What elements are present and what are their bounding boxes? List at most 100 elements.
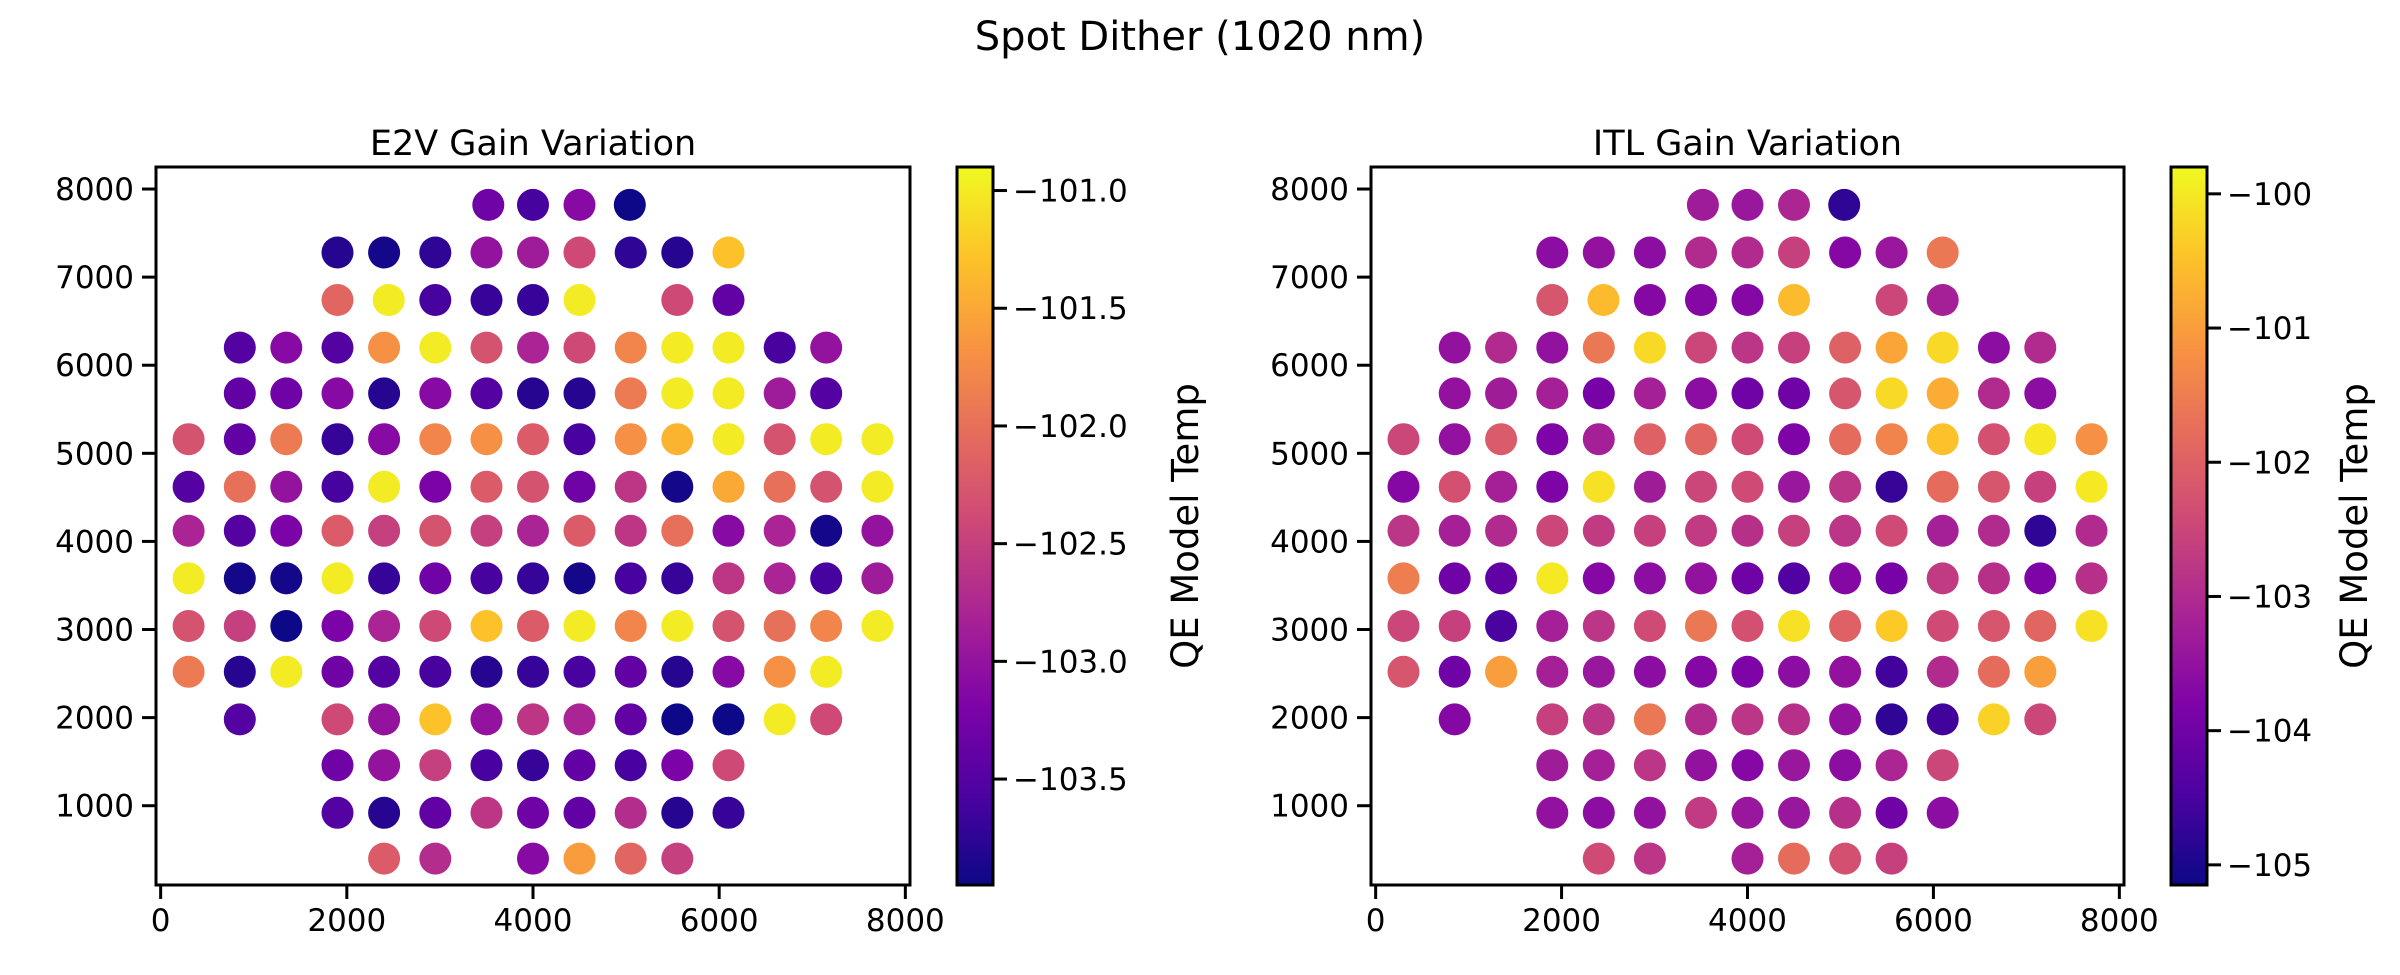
data-point xyxy=(321,655,354,688)
data-point xyxy=(614,655,647,688)
data-point xyxy=(470,562,503,595)
data-point xyxy=(1875,610,1908,642)
data-point xyxy=(517,796,549,829)
data-point xyxy=(419,703,452,736)
data-point xyxy=(1633,655,1666,688)
colorbar-tick-label: −101.0 xyxy=(1013,174,1128,210)
data-point xyxy=(1778,470,1810,503)
data-point xyxy=(1582,655,1615,688)
data-point xyxy=(1926,236,1959,269)
data-point xyxy=(763,655,796,688)
data-point xyxy=(270,610,303,642)
data-point xyxy=(810,423,843,456)
data-point xyxy=(1536,284,1569,316)
colorbar-tick-label: −101.5 xyxy=(1013,291,1128,327)
data-point xyxy=(712,562,745,595)
data-point xyxy=(614,514,647,547)
data-point xyxy=(1536,377,1569,410)
data-point xyxy=(563,562,596,595)
data-point xyxy=(1829,655,1862,688)
data-point xyxy=(223,610,256,642)
y-tick-label: 3000 xyxy=(1270,613,1349,649)
data-point xyxy=(1731,655,1764,688)
data-point xyxy=(614,703,647,736)
data-point xyxy=(1977,470,2010,503)
y-tick-label: 5000 xyxy=(55,436,134,472)
y-tick-label: 6000 xyxy=(55,348,134,384)
data-point xyxy=(614,423,647,456)
data-point xyxy=(223,655,256,688)
data-point xyxy=(563,377,596,410)
data-point xyxy=(321,377,354,410)
data-point xyxy=(1829,470,1862,503)
data-point xyxy=(1926,284,1959,316)
data-point xyxy=(321,610,354,642)
data-point xyxy=(1875,331,1908,364)
data-point xyxy=(1685,470,1717,503)
data-point xyxy=(1582,331,1615,364)
data-point xyxy=(270,377,303,410)
data-point xyxy=(810,655,843,688)
y-tick-label: 8000 xyxy=(1270,172,1349,208)
data-point xyxy=(712,236,745,269)
data-point xyxy=(517,236,549,269)
data-point xyxy=(470,377,503,410)
data-point xyxy=(712,749,745,782)
data-point xyxy=(1778,703,1810,736)
data-point xyxy=(1582,377,1615,410)
x-tick-label: 4000 xyxy=(494,903,573,939)
data-point xyxy=(1685,514,1717,547)
data-point xyxy=(861,470,894,503)
panel-2: ITL Gain Variation 0 2000 4000 6000 8000 1000 2… xyxy=(1270,124,2376,939)
y-tick-label: 4000 xyxy=(1270,524,1349,560)
colorbar xyxy=(957,167,993,885)
data-point xyxy=(470,610,503,642)
data-point xyxy=(661,796,694,829)
data-point xyxy=(1633,331,1666,364)
data-point xyxy=(517,842,549,875)
data-point xyxy=(1536,423,1569,456)
data-point xyxy=(1977,331,2010,364)
data-point xyxy=(1633,377,1666,410)
data-point xyxy=(1731,423,1764,456)
data-point xyxy=(1977,610,2010,642)
data-point xyxy=(1536,749,1569,782)
data-point xyxy=(1633,562,1666,595)
y-tick-label: 2000 xyxy=(1270,701,1349,737)
y-tick-label: 4000 xyxy=(55,524,134,560)
data-point xyxy=(1875,377,1908,410)
data-point xyxy=(1731,703,1764,736)
data-point xyxy=(1731,377,1764,410)
data-point xyxy=(614,749,647,782)
data-point xyxy=(1731,796,1764,829)
data-point xyxy=(517,188,549,221)
data-point xyxy=(472,188,505,221)
colorbar-tick-label: −103 xyxy=(2227,579,2312,615)
data-point xyxy=(763,331,796,364)
data-point xyxy=(1536,331,1569,364)
data-point xyxy=(1875,284,1908,316)
data-point xyxy=(1926,703,1959,736)
data-point xyxy=(1438,377,1471,410)
y-tick-label: 8000 xyxy=(55,172,134,208)
data-point xyxy=(712,514,745,547)
data-point xyxy=(1536,514,1569,547)
data-point xyxy=(614,331,647,364)
data-point xyxy=(419,655,452,688)
y-tick-label: 7000 xyxy=(55,260,134,296)
data-point xyxy=(368,377,401,410)
data-point xyxy=(517,655,549,688)
data-point xyxy=(321,749,354,782)
data-point xyxy=(661,655,694,688)
data-point xyxy=(419,514,452,547)
data-point xyxy=(1829,377,1862,410)
data-point xyxy=(763,377,796,410)
data-point xyxy=(321,470,354,503)
data-point xyxy=(470,331,503,364)
data-point xyxy=(614,377,647,410)
data-point xyxy=(1926,655,1959,688)
data-point xyxy=(1977,377,2010,410)
data-point xyxy=(1485,377,1518,410)
data-point xyxy=(1926,377,1959,410)
data-point xyxy=(419,842,452,875)
